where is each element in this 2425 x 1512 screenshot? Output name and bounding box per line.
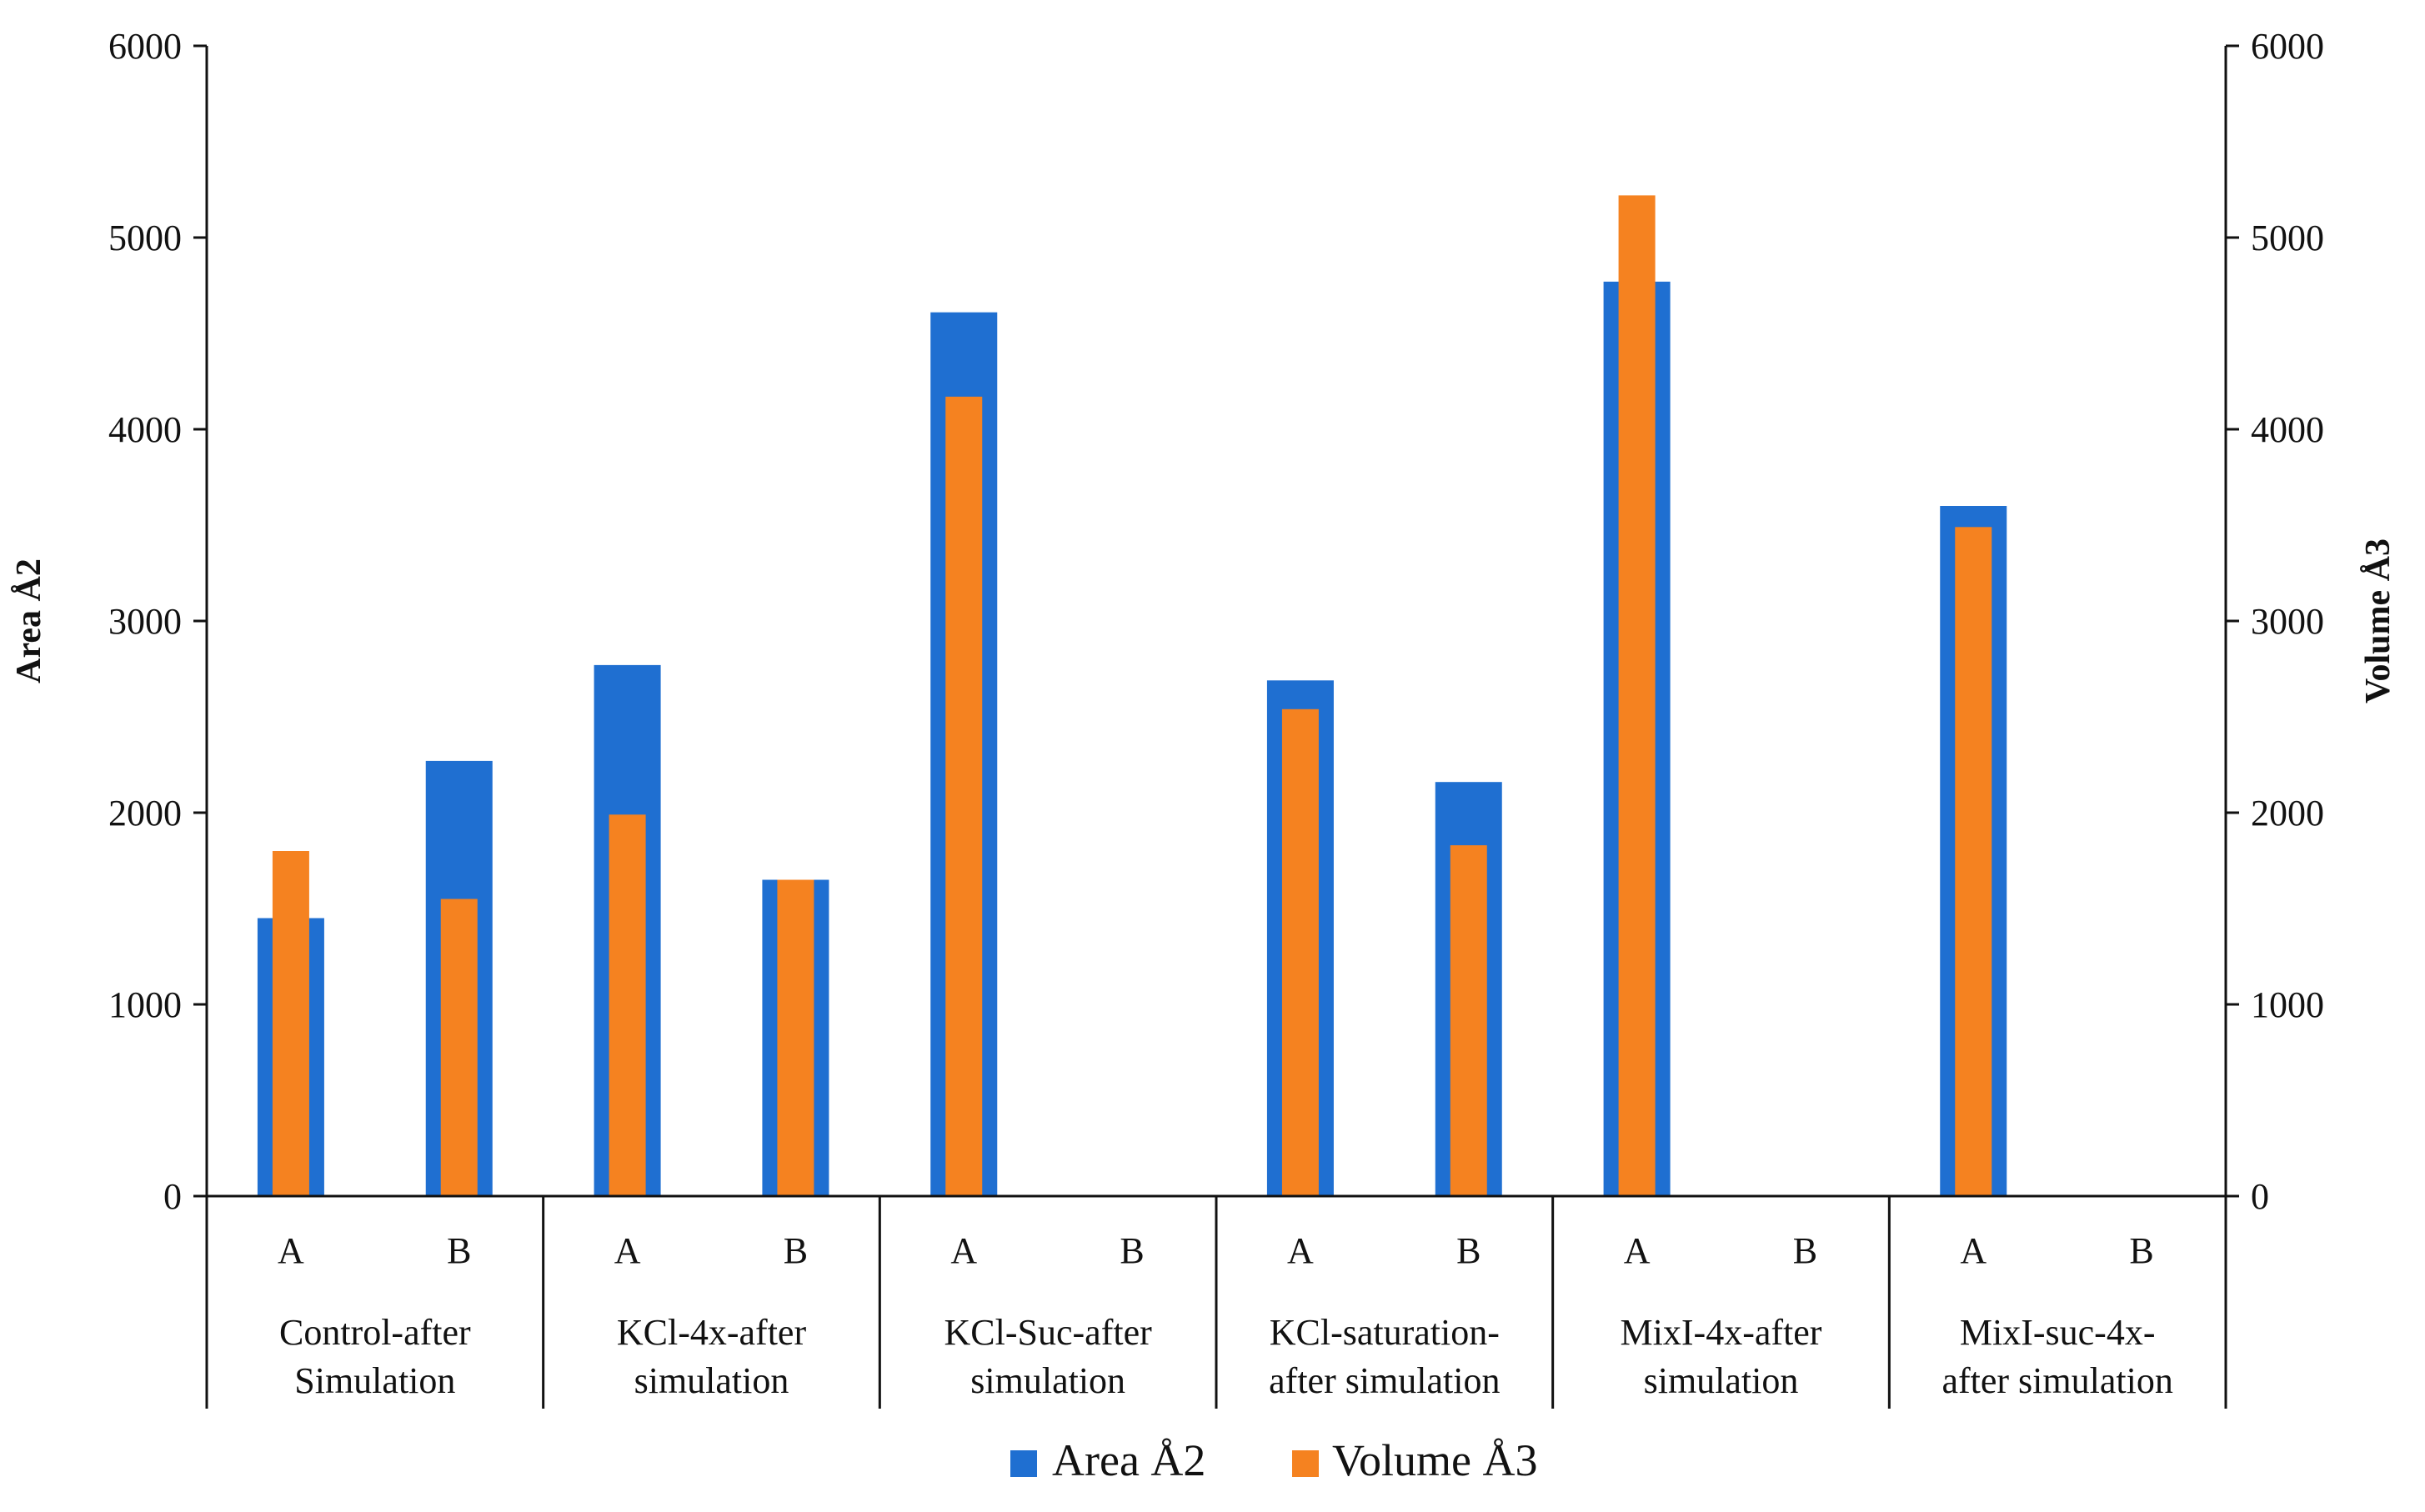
legend-label-volume: Volume Å3	[1332, 1435, 1538, 1485]
right-axis-title: Volume Å3	[2359, 538, 2397, 703]
group-label: Simulation	[294, 1360, 455, 1401]
subcategory-label: A	[1960, 1230, 1987, 1271]
subcategory-label: B	[447, 1230, 471, 1271]
legend-label-area: Area Å2	[1052, 1435, 1205, 1485]
subcategory-label: B	[2129, 1230, 2153, 1271]
group-label: KCl-Suc-after	[944, 1312, 1153, 1353]
right-tick-label: 5000	[2251, 218, 2324, 258]
volume-bar	[1450, 845, 1487, 1196]
legend-swatch-volume	[1292, 1450, 1319, 1477]
left-tick-label: 0	[163, 1176, 182, 1217]
right-tick-label: 2000	[2251, 793, 2324, 834]
group-label: simulation	[970, 1360, 1125, 1401]
group-label: Control-after	[279, 1312, 471, 1353]
left-tick-label: 4000	[108, 409, 182, 450]
subcategory-label: B	[1120, 1230, 1144, 1271]
group-label: simulation	[1644, 1360, 1799, 1401]
volume-bar	[1955, 527, 1992, 1196]
left-tick-label: 5000	[108, 218, 182, 258]
group-label: KCl-4x-after	[617, 1312, 807, 1353]
volume-bar	[440, 899, 478, 1196]
bars	[257, 195, 2007, 1197]
volume-bar	[272, 851, 309, 1196]
left-axis-title: Area Å2	[10, 558, 48, 683]
subcategory-label: A	[1624, 1230, 1651, 1271]
subcategory-label: A	[950, 1230, 977, 1271]
legend: Area Å2 Volume Å3	[1010, 1435, 1538, 1485]
right-tick-label: 3000	[2251, 601, 2324, 642]
group-label: MixI-suc-4x-	[1960, 1312, 2156, 1353]
volume-bar	[945, 396, 983, 1196]
group-label: simulation	[634, 1360, 789, 1401]
right-tick-label: 1000	[2251, 984, 2324, 1025]
subcategory-label: A	[278, 1230, 304, 1271]
group-label: KCl-saturation-	[1270, 1312, 1500, 1353]
volume-bar	[1281, 708, 1319, 1196]
right-y-axis: 0 1000 2000 3000 4000 5000 6000	[2224, 26, 2324, 1217]
left-tick-label: 2000	[108, 793, 182, 834]
legend-swatch-area	[1010, 1450, 1037, 1477]
volume-bar	[777, 879, 814, 1196]
left-y-axis: 0 1000 2000 3000 4000 5000 6000	[108, 26, 208, 1217]
left-tick-label: 3000	[108, 601, 182, 642]
left-tick-label: 1000	[108, 984, 182, 1025]
subcategory-label: A	[614, 1230, 641, 1271]
right-tick-label: 0	[2251, 1176, 2269, 1217]
volume-bar	[609, 814, 646, 1196]
left-tick-label: 6000	[108, 26, 182, 67]
group-label: after simulation	[1942, 1360, 2172, 1401]
subcategory-label: A	[1287, 1230, 1314, 1271]
subcategory-label: B	[1456, 1230, 1481, 1271]
subcategory-label: B	[784, 1230, 808, 1271]
group-label: MixI-4x-after	[1621, 1312, 1822, 1353]
volume-bar	[1618, 195, 1656, 1196]
right-tick-label: 4000	[2251, 409, 2324, 450]
x-axis: A B Control-after Simulation A B KCl-4x-after s…	[205, 1194, 2227, 1409]
right-tick-label: 6000	[2251, 26, 2324, 67]
group-label: after simulation	[1269, 1360, 1500, 1401]
subcategory-label: B	[1793, 1230, 1817, 1271]
